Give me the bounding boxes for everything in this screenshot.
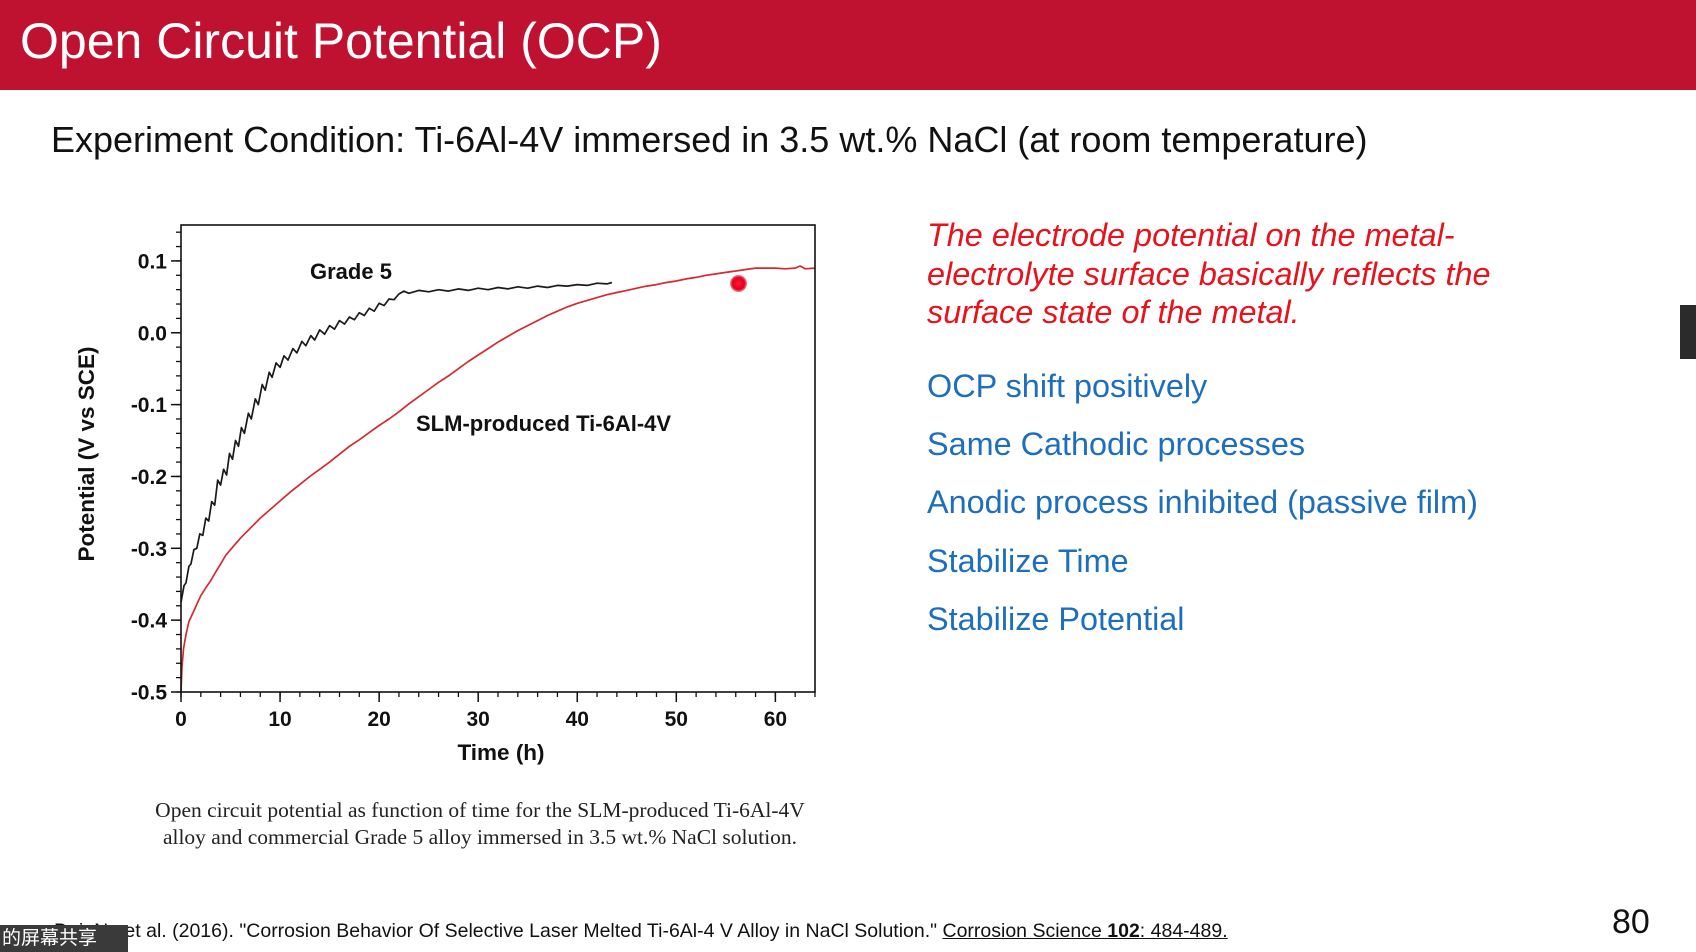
- slide-title: Open Circuit Potential (OCP): [20, 13, 662, 69]
- experiment-condition: Experiment Condition: Ti-6Al-4V immersed…: [51, 119, 1368, 160]
- caption-line: alloy and commercial Grade 5 alloy immer…: [162, 825, 798, 849]
- reference-pages: : 484-489.: [1139, 920, 1228, 942]
- caption-line: Open circuit potential as function of ti…: [155, 798, 805, 822]
- x-tick-label: 60: [764, 708, 787, 731]
- key-point: Stabilize Potential: [927, 600, 1185, 637]
- series-group: [180, 265, 816, 693]
- title-bar: Open Circuit Potential (OCP): [0, 0, 1696, 90]
- key-point: OCP shift positively: [927, 368, 1208, 404]
- series-line-grade-5: [180, 281, 613, 603]
- y-tick-label: -0.4: [131, 610, 168, 633]
- x-tick-label: 20: [367, 708, 390, 731]
- key-point: Stabilize Time: [927, 542, 1129, 579]
- reference-journal-link: Corrosion Science 102: 484-489.: [943, 920, 1228, 942]
- laser-pointer-dot: [730, 275, 747, 292]
- statement-line: electrolyte surface basically reflects t…: [927, 255, 1491, 292]
- reference-citation: Dai, N., et al. (2016). "Corrosion Behav…: [54, 919, 1228, 943]
- ocp-chart: Potential (V vs SCE) Time (h) Grade 5 SL…: [74, 224, 816, 765]
- reference-title: "Corrosion Behavior Of Selective Laser M…: [239, 920, 938, 942]
- page-number: 80: [1612, 903, 1650, 941]
- y-tick-label: -0.5: [131, 682, 168, 705]
- reference-journal: Corrosion Science: [942, 920, 1102, 942]
- side-panel-tab: [1680, 305, 1696, 359]
- axes: 0 10 20 30 40 50 60 0.1 0.0 -0.1 -0.2 -0.3 -0.4 -0.5: [131, 231, 816, 731]
- x-tick-label: 40: [566, 708, 589, 731]
- statement-line: The electrode potential on the metal-: [927, 217, 1455, 253]
- y-tick-label: -0.3: [131, 538, 167, 561]
- statement-line: surface state of the metal.: [927, 294, 1300, 330]
- y-tick-label: -0.2: [131, 466, 167, 489]
- emphasis-statement: The electrode potential on the metal- el…: [927, 216, 1490, 332]
- series-label-grade-5: Grade 5: [310, 259, 392, 284]
- x-tick-label: 50: [665, 708, 688, 731]
- reference-volume: 102: [1107, 920, 1140, 942]
- series-label-slm: SLM-produced Ti-6Al-4V: [416, 411, 671, 436]
- y-axis-title: Potential (V vs SCE): [74, 346, 99, 561]
- series-line-slm-ti-6al-4v: [180, 265, 816, 693]
- screen-share-label: 的屏幕共享: [0, 925, 128, 952]
- x-axis-title: Time (h): [457, 740, 544, 765]
- key-points-list: OCP shift positively Same Cathodic proce…: [927, 357, 1478, 648]
- y-tick-label: 0.0: [138, 322, 167, 345]
- plot-frame: [180, 224, 816, 693]
- x-tick-label: 10: [268, 708, 291, 731]
- x-tick-label: 0: [175, 708, 187, 731]
- x-tick-label: 30: [467, 708, 490, 731]
- y-tick-label: 0.1: [138, 250, 168, 273]
- y-tick-label: -0.1: [131, 394, 168, 417]
- key-point: Same Cathodic processes: [927, 426, 1306, 463]
- figure-caption: Open circuit potential as function of ti…: [100, 797, 860, 851]
- key-point: Anodic process inhibited (passive film): [927, 484, 1478, 521]
